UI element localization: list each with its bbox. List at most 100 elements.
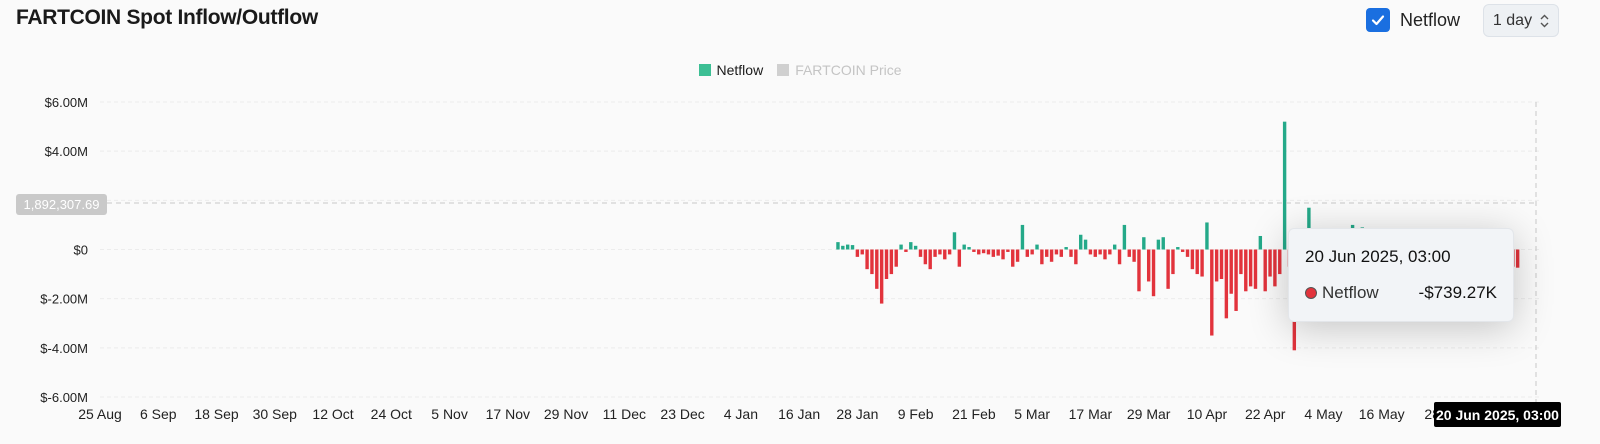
netflow-bar [1035, 244, 1039, 250]
y-tick-label: $-6.00M [40, 390, 88, 405]
netflow-bar [884, 249, 889, 279]
legend-label-netflow: Netflow [716, 62, 764, 78]
x-tick-label: 16 May [1359, 406, 1405, 422]
netflow-bar [923, 249, 928, 265]
legend-item-price[interactable]: FARTCOIN Price [777, 62, 902, 78]
netflow-toggle-label: Netflow [1400, 9, 1461, 30]
netflow-bar [1117, 249, 1122, 265]
netflow-bar [1049, 249, 1054, 262]
x-tick-label: 4 May [1304, 406, 1342, 422]
netflow-bar [1515, 249, 1520, 268]
netflow-bar [1263, 249, 1267, 292]
netflow-bar [943, 249, 947, 260]
netflow-bar [850, 245, 855, 250]
netflow-bar [1210, 249, 1214, 336]
netflow-bar [1059, 249, 1063, 257]
chevron-up-down-icon [1540, 14, 1549, 27]
netflow-bar [1278, 249, 1282, 275]
checkbox-checked-icon[interactable] [1366, 8, 1390, 32]
legend-item-netflow[interactable]: Netflow [698, 62, 764, 78]
netflow-bar [1185, 249, 1190, 257]
netflow-bar [1122, 224, 1127, 250]
legend-swatch-price [777, 64, 790, 76]
netflow-bar [933, 249, 937, 257]
tooltip-date: 20 Jun 2025, 03:00 [1305, 247, 1451, 266]
x-tick-label: 25 Aug [78, 406, 122, 422]
netflow-bar [1171, 249, 1175, 275]
legend-label-price: FARTCOIN Price [795, 62, 902, 78]
netflow-bar [981, 249, 986, 254]
netflow-bar [1112, 244, 1117, 250]
chart-tooltip: 20 Jun 2025, 03:00 Netflow -$739.27K [1288, 228, 1514, 322]
x-tick-label: 23 Dec [660, 406, 704, 422]
netflow-bar [1142, 237, 1146, 250]
x-tick-label: 12 Oct [312, 406, 353, 422]
netflow-bar [870, 249, 874, 275]
x-tick-label: 29 Mar [1127, 406, 1171, 422]
chart-legend: Netflow FARTCOIN Price [0, 62, 1600, 78]
netflow-bar [1020, 224, 1025, 250]
netflow-bar [1190, 249, 1195, 270]
netflow-toggle[interactable]: Netflow [1366, 8, 1460, 32]
netflow-bar [836, 242, 840, 250]
netflow-bar [1200, 249, 1204, 277]
netflow-bar [1219, 249, 1224, 279]
x-tick-label: 4 Jan [724, 406, 758, 422]
netflow-bar [1176, 247, 1180, 250]
x-tick-label: 11 Dec [603, 406, 646, 422]
netflow-bar [938, 249, 942, 255]
netflow-bar [1234, 249, 1238, 311]
netflow-bar [1180, 249, 1185, 252]
netflow-bar [1166, 249, 1170, 289]
netflow-bar [1127, 249, 1131, 257]
x-tick-label: 21 Feb [952, 406, 996, 422]
netflow-bar [865, 249, 869, 270]
netflow-bar [1045, 249, 1049, 257]
interval-select[interactable]: 1 day [1483, 4, 1559, 37]
netflow-bar [1064, 247, 1068, 250]
netflow-bar [1214, 249, 1219, 282]
tooltip-value: -$739.27K [1418, 283, 1497, 302]
netflow-bar [855, 249, 860, 257]
crosshair-y-label: 1,892,307.69 [16, 194, 107, 215]
netflow-bar [1098, 249, 1102, 255]
netflow-bar [1074, 249, 1078, 265]
netflow-bar [1088, 249, 1093, 255]
netflow-bar [972, 249, 976, 252]
netflow-bar [1001, 249, 1005, 260]
netflow-bar [1069, 249, 1073, 257]
netflow-bar [1205, 222, 1209, 250]
x-tick-label: 17 Nov [486, 406, 530, 422]
netflow-bar [986, 249, 991, 255]
netflow-bar [1156, 239, 1161, 250]
netflow-bar [1151, 249, 1156, 297]
netflow-bar [947, 249, 952, 255]
legend-swatch-netflow [698, 64, 711, 76]
x-tick-label: 29 Nov [544, 406, 588, 422]
netflow-bar [1103, 249, 1107, 260]
netflow-bar [1161, 237, 1165, 250]
x-tick-label: 10 Apr [1187, 406, 1228, 422]
netflow-bar [1054, 249, 1059, 255]
netflow-bar [957, 249, 962, 267]
netflow-bar [1268, 249, 1272, 277]
interval-label: 1 day [1492, 11, 1533, 29]
x-tick-label: 5 Nov [431, 406, 468, 422]
x-tick-label: 17 Mar [1069, 406, 1113, 422]
netflow-bar [889, 249, 894, 275]
netflow-bar [909, 242, 913, 250]
netflow-bar [1015, 249, 1020, 262]
netflow-bar [991, 249, 996, 257]
netflow-bar [841, 245, 845, 250]
netflow-bar [977, 249, 981, 255]
netflow-bar [1146, 249, 1151, 282]
netflow-bar [952, 232, 957, 250]
x-tick-label: 24 Oct [371, 406, 412, 422]
netflow-bar [1244, 249, 1248, 292]
netflow-bar [1040, 249, 1044, 265]
netflow-bar [875, 249, 879, 289]
netflow-bar [962, 244, 966, 250]
x-tick-label: 28 Jan [836, 406, 878, 422]
x-tick-label: 18 Sep [194, 406, 239, 422]
